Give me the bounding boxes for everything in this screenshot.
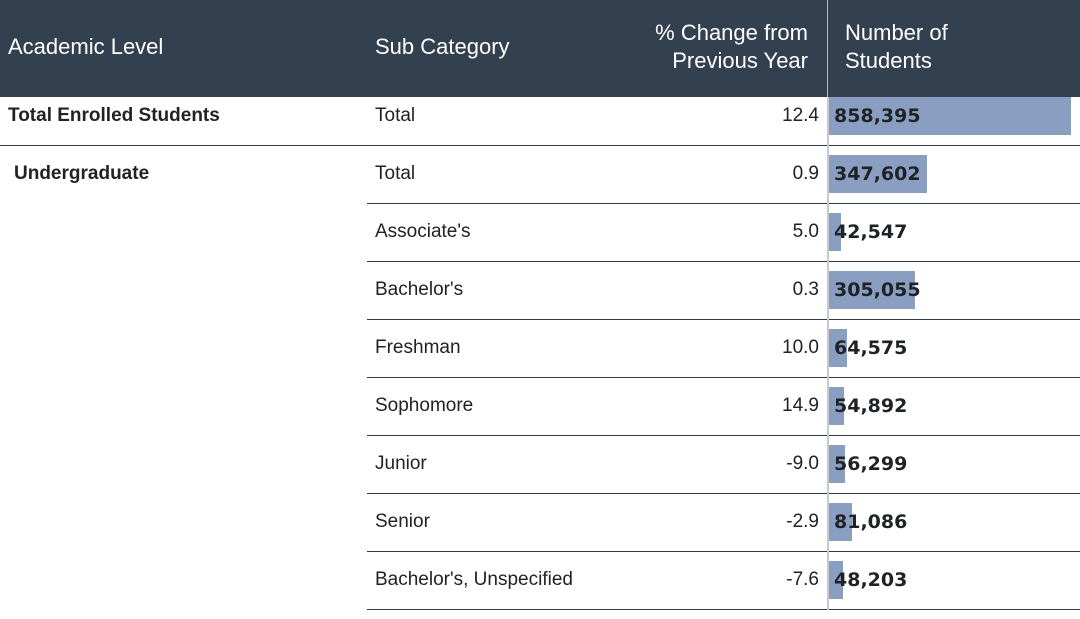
cell-sub-category: Sophomore: [375, 395, 474, 416]
students-bar: [829, 97, 1071, 135]
students-bar: [829, 561, 843, 599]
column-header-sub-category[interactable]: Sub Category: [375, 34, 510, 59]
table-row: Associate's 5.0 42,547: [0, 204, 1080, 262]
cell-percent-change: -7.6: [786, 569, 819, 590]
cell-percent-change: 0.3: [792, 279, 819, 300]
column-header-percent-change[interactable]: % Change from Previous Year: [655, 19, 808, 75]
table-body: Total Enrolled Students Total 12.4 858,395 U…: [0, 97, 1080, 610]
cell-sub-category: Associate's: [375, 221, 471, 242]
cell-number-of-students: 56,299: [829, 445, 1080, 503]
column-header-number-of-students[interactable]: Number of Students: [845, 19, 948, 75]
table-row: Freshman 10.0 64,575: [0, 320, 1080, 378]
students-bar: [829, 155, 927, 193]
students-value: 56,299: [834, 453, 908, 475]
table-row: Junior -9.0 56,299: [0, 436, 1080, 494]
students-bar: [829, 213, 841, 251]
students-value: 81,086: [834, 511, 908, 533]
cell-sub-category: Bachelor's, Unspecified: [375, 569, 573, 590]
cell-percent-change: 12.4: [782, 105, 819, 126]
students-bar: [829, 387, 844, 425]
cell-number-of-students: 54,892: [829, 387, 1080, 445]
table-row: Undergraduate Total 0.9 347,602: [0, 146, 1080, 204]
row-separator: [367, 377, 1080, 378]
cell-sub-category: Junior: [375, 453, 427, 474]
table-row: Bachelor's 0.3 305,055: [0, 262, 1080, 320]
column-header-percent-change-line2: Previous Year: [672, 48, 808, 73]
table-row: Total Enrolled Students Total 12.4 858,395: [0, 97, 1080, 146]
cell-sub-category: Freshman: [375, 337, 461, 358]
cell-percent-change: 14.9: [782, 395, 819, 416]
cell-academic-level: Total Enrolled Students: [8, 105, 220, 126]
table-header: Academic Level Sub Category % Change fro…: [0, 0, 1080, 97]
cell-sub-category: Senior: [375, 511, 430, 532]
students-value: 48,203: [834, 569, 908, 591]
students-bar: [829, 271, 915, 309]
column-header-students-line2: Students: [845, 48, 932, 73]
cell-number-of-students: 347,602: [829, 155, 1080, 213]
table-row: Sophomore 14.9 54,892: [0, 378, 1080, 436]
cell-percent-change: 10.0: [782, 337, 819, 358]
cell-number-of-students: 305,055: [829, 271, 1080, 329]
table-row: Senior -2.9 81,086: [0, 494, 1080, 552]
students-value: 54,892: [834, 395, 908, 417]
cell-percent-change: 0.9: [792, 163, 819, 184]
students-value: 64,575: [834, 337, 908, 359]
cell-number-of-students: 48,203: [829, 561, 1080, 619]
cell-number-of-students: 81,086: [829, 503, 1080, 561]
cell-sub-category: Bachelor's: [375, 279, 464, 300]
cell-percent-change: -2.9: [786, 511, 819, 532]
students-value: 42,547: [834, 221, 908, 243]
row-separator: [367, 319, 1080, 320]
students-bar: [829, 445, 845, 483]
table-row: Bachelor's, Unspecified -7.6 48,203: [0, 552, 1080, 610]
students-value: 858,395: [834, 105, 921, 127]
column-header-academic-level[interactable]: Academic Level: [8, 34, 164, 59]
row-separator: [367, 203, 1080, 204]
students-bar: [829, 329, 847, 367]
students-value: 347,602: [834, 163, 921, 185]
cell-number-of-students: 42,547: [829, 213, 1080, 271]
column-divider: [827, 97, 829, 610]
column-header-students-line1: Number of: [845, 20, 948, 45]
header-divider: [827, 0, 828, 97]
row-separator: [367, 493, 1080, 494]
students-value: 305,055: [834, 279, 921, 301]
cell-sub-category: Total: [375, 105, 416, 126]
row-separator: [367, 435, 1080, 436]
row-separator: [367, 261, 1080, 262]
students-bar: [829, 503, 852, 541]
row-separator: [0, 145, 1080, 146]
cell-academic-level: Undergraduate: [14, 163, 150, 184]
cell-percent-change: -9.0: [786, 453, 819, 474]
cell-percent-change: 5.0: [792, 221, 819, 242]
cell-sub-category: Total: [375, 163, 416, 184]
cell-number-of-students: 64,575: [829, 329, 1080, 387]
column-header-percent-change-line1: % Change from: [655, 20, 808, 45]
cell-number-of-students: 858,395: [829, 97, 1080, 146]
row-separator: [367, 551, 1080, 552]
